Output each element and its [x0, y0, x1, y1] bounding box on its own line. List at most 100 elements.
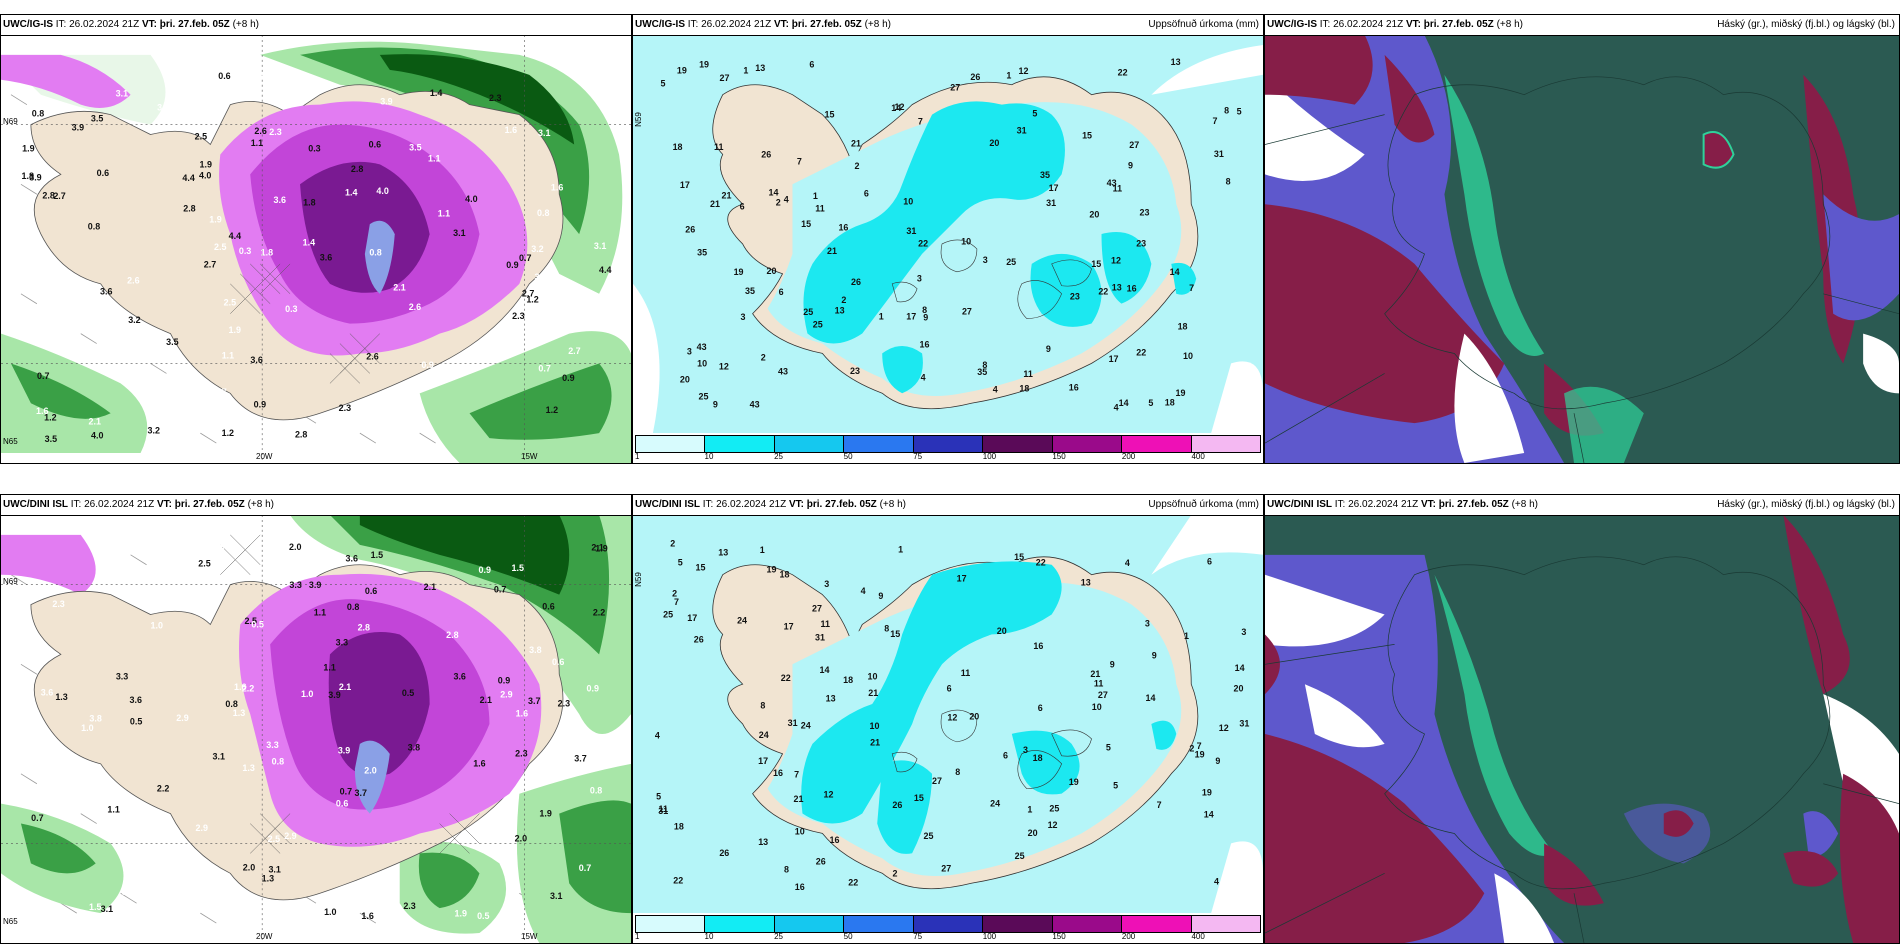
colorbar-swatch	[1122, 436, 1192, 452]
value-label: 3	[824, 579, 829, 589]
value-label: 1.2	[222, 428, 234, 438]
value-label: 1.9	[539, 809, 551, 819]
value-label: 4.4	[252, 71, 264, 81]
value-label: 3.6	[346, 553, 358, 563]
value-label: 1.2	[546, 405, 558, 415]
value-label: 3	[740, 312, 745, 322]
value-label: 43	[750, 399, 760, 409]
value-label: 2.3	[489, 93, 501, 103]
colorbar-tick-label: 200	[1121, 932, 1136, 941]
colorbar-tick-label: 25	[774, 932, 784, 941]
cloud-cover-map[interactable]	[1265, 35, 1899, 463]
panel-header: UWC/IG-IS IT: 26.02.2024 21Z VT: þri. 27…	[1, 15, 631, 36]
colorbar-tick-label: 10	[704, 452, 714, 461]
value-label: 1.6	[361, 911, 373, 921]
colorbar-swatch	[983, 916, 1053, 932]
value-label: 35	[1040, 170, 1050, 180]
value-label: 25	[698, 391, 708, 401]
value-label: 0.8	[88, 221, 100, 231]
accum-precip-map[interactable]: 3 2 1 12 18 15 17 21 13 20 23 26 19 14 16 9 10 8 7 6 5 4 11 25 2…	[633, 35, 1263, 433]
panel-ig-accum-precip: UWC/IG-IS IT: 26.02.2024 21Z VT: þri. 27…	[632, 14, 1264, 464]
value-label: 17	[1109, 354, 1119, 364]
value-label: 6	[1207, 556, 1212, 566]
colorbar: 1 10 25 50 75 100 150 200 400	[633, 433, 1263, 463]
colorbar-tick-label: 400	[1191, 452, 1205, 461]
value-label: 11	[1023, 369, 1032, 379]
value-label: 4	[1114, 403, 1119, 413]
value-label: 3.5	[45, 434, 57, 444]
accum-precip-map[interactable]: 5 2 4 6 3 1 9 12 22 19 21 20 16 17 27 18 15 13 11 10 14 25 26 3…	[633, 515, 1263, 913]
value-label: 16	[773, 768, 783, 778]
value-label: 3.8	[408, 742, 420, 752]
value-label: 5	[1032, 108, 1037, 118]
value-label: 2.3	[339, 403, 351, 413]
value-label: 20	[680, 375, 690, 385]
value-label: 31	[1214, 149, 1224, 159]
value-label: 3.6	[129, 695, 141, 705]
value-label: 2.5	[198, 558, 210, 568]
cloud-cover-map[interactable]	[1265, 515, 1899, 943]
value-label: 2.1	[480, 695, 492, 705]
value-label: 18	[673, 142, 683, 152]
value-label: 3	[687, 347, 692, 357]
value-label: 12	[947, 713, 957, 723]
value-label: 3	[917, 274, 922, 284]
value-label: 2.3	[52, 599, 64, 609]
value-label: 2.8	[183, 204, 195, 214]
axis-label-y1: N69	[3, 117, 18, 126]
value-label: 6	[779, 287, 784, 297]
value-label: 1.4	[191, 390, 203, 400]
value-label: 4	[1125, 558, 1130, 568]
value-label: 1.4	[303, 237, 315, 247]
value-label: 12	[719, 362, 729, 372]
value-label: 43	[697, 342, 707, 352]
value-label: 24	[801, 721, 811, 731]
value-label: 2.1	[424, 582, 436, 592]
value-label: 10	[903, 197, 913, 207]
value-label: 2	[892, 868, 897, 878]
value-label: 5	[1113, 780, 1118, 790]
value-label: 3.9	[122, 887, 134, 897]
value-label: 14	[1119, 398, 1129, 408]
value-label: 0.8	[590, 786, 602, 796]
value-label: 1.5	[511, 563, 523, 573]
value-label: 6	[740, 202, 745, 212]
value-label: 0.7	[31, 813, 43, 823]
value-label: 0.7	[494, 584, 506, 594]
value-label: 25	[813, 319, 823, 329]
value-label: 2.2	[593, 607, 605, 617]
value-label: 7	[797, 157, 802, 167]
value-label: 7	[794, 770, 799, 780]
panel-ig-precip-rate: UWC/IG-IS IT: 26.02.2024 21Z VT: þri. 27…	[0, 14, 632, 464]
precip-rate-map[interactable]: 1.2 0.9 0.3 3.2 2.6 1.6 4.0 3.1 2.3 1.9 3.9 3.5 2.1 2…	[1, 35, 631, 463]
colorbar-swatch	[636, 916, 706, 932]
value-label: 2	[776, 198, 781, 208]
value-label: 15	[914, 793, 924, 803]
value-label: 0.8	[347, 602, 359, 612]
value-label: 0.6	[97, 168, 109, 178]
value-label: 20	[997, 626, 1007, 636]
axis-label-x2: 15W	[521, 452, 538, 461]
value-label: 18	[1019, 383, 1029, 393]
panel-right-title: Uppsöfnuð úrkoma (mm)	[1148, 19, 1259, 30]
precip-rate-map[interactable]: 0.9 3.1 3.3 0.6 2.3 3.8 2.8 1.9 2.5 3.9 1.6 2.0 3.6 2…	[1, 515, 631, 943]
value-label: 1.6	[473, 758, 485, 768]
value-label: 2.9	[195, 823, 207, 833]
colorbar-swatch	[913, 916, 984, 932]
value-label: 1	[1184, 631, 1189, 641]
value-label: 0.6	[552, 657, 564, 667]
value-label: 27	[1098, 690, 1108, 700]
value-label: 2.2	[157, 783, 169, 793]
value-label: 8	[922, 305, 927, 315]
value-label: 25	[1006, 257, 1016, 267]
value-label: 6	[947, 683, 952, 693]
value-label: 25	[1015, 851, 1025, 861]
value-label: 0.6	[444, 363, 456, 373]
value-label: 9	[1110, 660, 1115, 670]
value-label: 3.6	[320, 252, 332, 262]
value-label: 19	[1069, 777, 1079, 787]
value-label: 2.9	[500, 689, 512, 699]
colorbar-tick-label: 100	[982, 452, 997, 461]
value-label: 4	[1214, 877, 1219, 887]
value-label: 2.1	[339, 682, 351, 692]
